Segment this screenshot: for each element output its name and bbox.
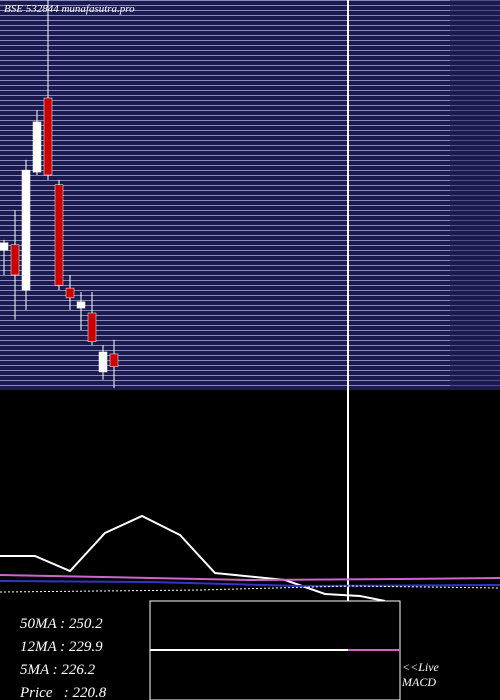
ma-line [0, 580, 500, 588]
panel-label: MACD [401, 675, 436, 689]
ma-line [0, 574, 500, 582]
candle-body [21, 169, 31, 291]
candle-body [54, 184, 64, 286]
axis-strip [450, 0, 500, 390]
stat: Price : 220.8 [19, 685, 107, 700]
candle-body [0, 242, 9, 251]
stat: 50MA : 250.2 [20, 616, 103, 632]
candle-body [87, 312, 97, 342]
candle-body [65, 287, 75, 299]
chart-title: BSE 532844 munafasutra.pro [4, 3, 135, 15]
candle-body [32, 121, 42, 173]
candle-body [43, 97, 53, 176]
candle-body [10, 244, 20, 276]
live-label: <<Live [402, 660, 440, 674]
indicator-line [0, 514, 386, 602]
price-panel [0, 0, 500, 390]
candle-body [109, 353, 119, 367]
candle-body [98, 351, 108, 373]
stat: 5MA : 226.2 [20, 662, 96, 678]
stat: 12MA : 229.9 [20, 639, 103, 655]
signal-line [0, 585, 500, 593]
candle-body [76, 301, 86, 309]
